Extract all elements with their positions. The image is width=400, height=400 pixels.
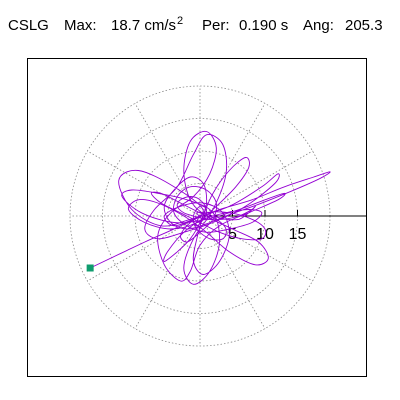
max-label: Max: (64, 17, 97, 34)
angle-value: 205.3 (345, 17, 383, 34)
grid-spoke-300 (199, 215, 266, 329)
angle-label: Ang: (303, 17, 334, 34)
max-value-exponent: 2 (177, 15, 184, 27)
grid-spoke-240 (134, 215, 201, 329)
grid-spoke-210 (87, 215, 201, 282)
tick-labels: 5 10 15 (228, 226, 306, 243)
grid-spoke-150 (87, 150, 201, 217)
period-value: 0.190 s (239, 17, 289, 34)
trace-line (90, 130, 331, 285)
start-marker (86, 264, 94, 272)
motion-trace (90, 130, 331, 285)
max-value-text: 18.7 cm/s (111, 17, 177, 34)
grid-spoke-30 (199, 150, 313, 217)
plot-frame (27, 58, 367, 377)
tick-label-5: 5 (228, 226, 237, 243)
period-label: Per: (202, 17, 230, 34)
title-bar: CSLG Max: 18.7 cm/s2 Per: 0.190 s Ang: 2… (0, 0, 400, 52)
max-value: 18.7 cm/s2 (111, 15, 184, 36)
station-code: CSLG (8, 17, 49, 34)
tick-label-15: 15 (289, 226, 307, 243)
start-point-marker (86, 264, 94, 272)
